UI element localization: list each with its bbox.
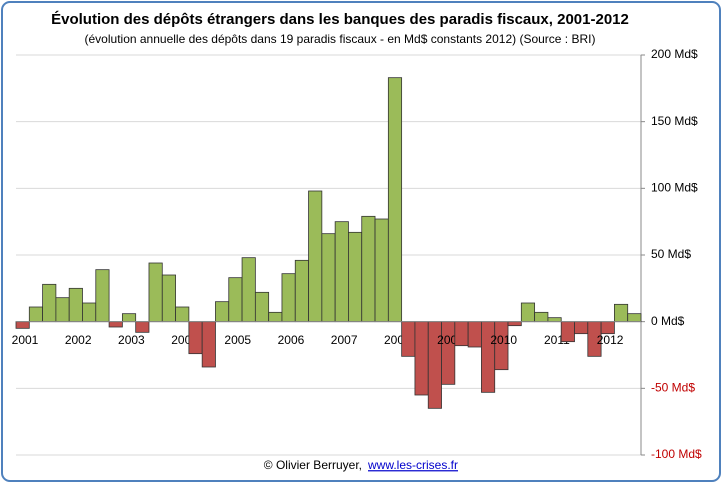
chart-subtitle: (évolution annuelle des dépôts dans 19 p… xyxy=(85,32,596,46)
bar xyxy=(627,313,642,323)
bar xyxy=(414,321,429,396)
y-tick-label: 200 Md$ xyxy=(651,47,698,61)
y-tick-label: 150 Md$ xyxy=(651,114,698,128)
bar xyxy=(507,321,522,327)
bar xyxy=(574,321,589,335)
x-tick-label: 2010 xyxy=(490,333,517,347)
bar xyxy=(215,301,230,323)
bar xyxy=(467,321,482,348)
bar xyxy=(95,269,110,323)
bar xyxy=(268,311,283,323)
x-tick-label: 2012 xyxy=(597,333,624,347)
bar xyxy=(135,321,150,333)
bar xyxy=(454,321,469,347)
bar xyxy=(15,321,30,329)
x-tick-label: 2001 xyxy=(12,333,39,347)
bar xyxy=(321,233,336,323)
bar xyxy=(281,273,296,323)
bar xyxy=(534,311,549,323)
x-tick-label: 2005 xyxy=(224,333,251,347)
x-tick-label: 2003 xyxy=(118,333,145,347)
bar xyxy=(108,321,123,328)
y-tick-label: 0 Md$ xyxy=(651,314,685,328)
source: © Olivier Berruyer, xyxy=(264,458,362,472)
bar xyxy=(175,306,190,323)
bar xyxy=(294,259,309,323)
x-tick-label: 2002 xyxy=(65,333,92,347)
bar xyxy=(201,321,216,368)
chart-title: Évolution des dépôts étrangers dans les … xyxy=(51,11,629,28)
x-tick-label: 2006 xyxy=(278,333,305,347)
source-link[interactable]: www.les-crises.fr xyxy=(367,458,458,472)
bar xyxy=(55,297,70,323)
bar xyxy=(308,190,323,323)
bar xyxy=(42,283,57,323)
bar xyxy=(560,321,575,343)
bar xyxy=(161,274,176,323)
bar xyxy=(228,277,243,323)
bar xyxy=(614,303,629,323)
y-tick-label: 100 Md$ xyxy=(651,181,698,195)
bar xyxy=(348,231,363,323)
x-tick-label: 2007 xyxy=(331,333,358,347)
bar xyxy=(441,321,456,385)
bar xyxy=(547,317,562,323)
bar xyxy=(254,291,270,323)
bar xyxy=(401,321,416,357)
bar xyxy=(68,287,83,323)
y-tick-label: 50 Md$ xyxy=(651,247,691,261)
bar xyxy=(361,215,376,323)
bar xyxy=(188,321,203,355)
bar xyxy=(28,306,43,323)
bar xyxy=(121,313,137,323)
bar xyxy=(334,221,349,323)
bar xyxy=(241,257,256,323)
bar xyxy=(520,302,536,323)
bar xyxy=(148,262,163,323)
y-tick-label: -50 Md$ xyxy=(651,381,695,395)
bar xyxy=(374,218,389,323)
bar xyxy=(387,77,403,323)
y-tick-label: -100 Md$ xyxy=(651,447,702,461)
bar xyxy=(82,302,97,323)
